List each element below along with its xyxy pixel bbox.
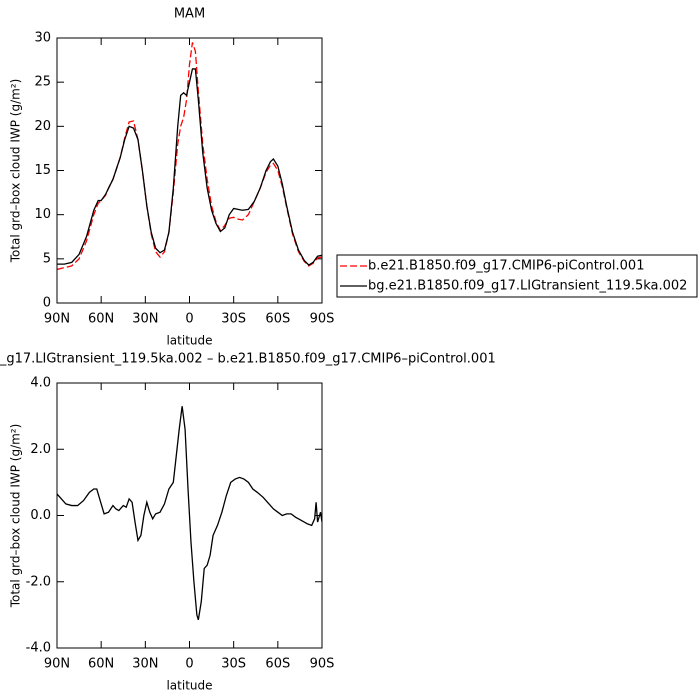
y-tick-label: 0: [43, 296, 51, 311]
x-tick-label: 30S: [221, 312, 246, 327]
x-tick-label: 30N: [132, 657, 158, 672]
y-tick-label: 2.0: [30, 442, 51, 457]
x-tick-label: 90N: [44, 657, 70, 672]
x-axis-label: latitude: [166, 679, 212, 693]
y-tick-label: -4.0: [26, 641, 51, 656]
x-tick-label: 30N: [132, 312, 158, 327]
y-tick-label: 25: [34, 75, 51, 90]
y-axis-label: Total grd–box cloud IWP (g/m²): [9, 424, 23, 609]
y-tick-label: 4.0: [30, 376, 51, 391]
chart-title: bg.e21.B1850.f09_g17.LIGtransient_119.5k…: [0, 352, 496, 367]
plot-frame: [56, 382, 323, 649]
y-tick-label: -2.0: [26, 574, 51, 589]
y-tick-label: 30: [34, 31, 51, 46]
x-tick-label: 60S: [265, 312, 290, 327]
legend-label: b.e21.B1850.f09_g17.CMIP6-piControl.001: [368, 259, 644, 274]
series-line: [57, 406, 322, 621]
x-axis-label: latitude: [166, 334, 212, 348]
x-tick-label: 60N: [88, 312, 114, 327]
series-line: [57, 68, 322, 266]
x-tick-label: 0: [185, 657, 193, 672]
chart-title: MAM: [174, 7, 205, 22]
y-tick-label: 15: [34, 163, 51, 178]
legend-label: bg.e21.B1850.f09_g17.LIGtransient_119.5k…: [368, 279, 687, 294]
y-tick-label: 5: [43, 251, 51, 266]
legend-box: [336, 254, 698, 298]
x-tick-label: 60N: [88, 657, 114, 672]
x-tick-label: 90N: [44, 312, 70, 327]
y-tick-label: 0.0: [30, 508, 51, 523]
plot-frame: [56, 37, 323, 304]
y-axis-label: Total grd–box cloud IWP (g/m²): [9, 79, 23, 264]
x-tick-label: 0: [185, 312, 193, 327]
x-tick-label: 90S: [310, 657, 335, 672]
y-tick-label: 10: [34, 207, 51, 222]
y-tick-label: 20: [34, 119, 51, 134]
x-tick-label: 30S: [221, 657, 246, 672]
series-line: [57, 42, 322, 271]
x-tick-label: 60S: [265, 657, 290, 672]
x-tick-label: 90S: [310, 312, 335, 327]
